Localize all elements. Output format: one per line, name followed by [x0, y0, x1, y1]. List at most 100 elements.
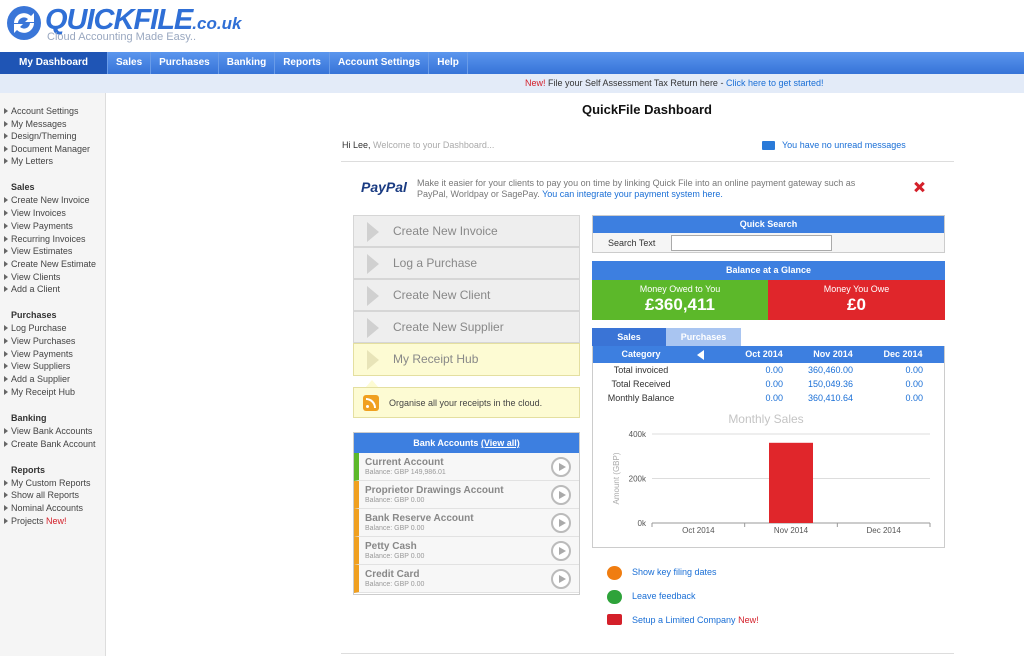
bullet: [4, 260, 8, 267]
sidebar-link[interactable]: View Estimates: [11, 246, 73, 257]
logo: QUICKFILE.co.uk: [45, 4, 241, 37]
sidebar-link[interactable]: My Messages: [11, 118, 67, 129]
receipt-tip-text: Organise all your receipts in the cloud.: [389, 398, 543, 408]
sidebar-link-row: View Payments: [11, 220, 73, 232]
sidebar-link-row: Projects New!: [11, 515, 67, 527]
prev-icon[interactable]: [697, 350, 704, 360]
bank-row[interactable]: Proprietor Drawings Account Balance: GBP …: [354, 481, 579, 509]
sidebar-link[interactable]: View Payments: [11, 220, 73, 231]
bank-view-all[interactable]: (View all): [480, 438, 520, 448]
balance-title: Balance at a Glance: [592, 261, 945, 280]
action-label: Create New Client: [393, 288, 491, 302]
sidebar-section-title: Sales: [11, 182, 35, 193]
bank-panel: Bank Accounts (View all) Current Account B…: [353, 432, 580, 595]
action-label: Log a Purchase: [393, 256, 478, 270]
owed-label: Money Owed to You: [639, 284, 721, 294]
quick-link-row: Setup a Limited Company New!: [632, 615, 759, 625]
table-value: 0.00: [905, 379, 923, 389]
nav-item[interactable]: Purchases: [151, 52, 219, 74]
sidebar-link-row: My Letters: [11, 155, 53, 167]
bank-row[interactable]: Current Account Balance: GBP 149,986.01: [354, 453, 579, 481]
search-input[interactable]: [671, 235, 832, 251]
owe-label: Money You Owe: [823, 284, 890, 294]
sidebar-link[interactable]: Recurring Invoices: [11, 233, 86, 244]
tab-purchases[interactable]: Purchases: [666, 328, 741, 346]
play-icon[interactable]: [551, 541, 571, 561]
nav-item[interactable]: Reports: [275, 52, 330, 74]
arrow-icon: [367, 286, 379, 306]
nav-item[interactable]: Help: [429, 52, 468, 74]
table-value: 0.00: [765, 393, 783, 403]
bullet: [4, 273, 8, 280]
table-header-cell: Oct 2014: [745, 349, 783, 359]
nav-item[interactable]: Account Settings: [330, 52, 430, 74]
bullet: [4, 388, 8, 395]
action-button[interactable]: Create New Invoice: [353, 215, 580, 247]
sidebar-link[interactable]: Show all Reports: [11, 490, 80, 501]
action-button[interactable]: Create New Supplier: [353, 311, 580, 343]
arrow-icon: [367, 318, 379, 338]
sidebar-link[interactable]: View Payments: [11, 348, 73, 359]
sidebar-link[interactable]: View Bank Accounts: [11, 425, 93, 436]
quick-link[interactable]: Leave feedback: [632, 591, 696, 601]
sidebar-link-row: Create New Estimate: [11, 258, 96, 270]
sidebar-link[interactable]: Add a Supplier: [11, 374, 71, 385]
table-header: [593, 346, 944, 363]
new-badge: New!: [738, 615, 759, 625]
sidebar-link[interactable]: Document Manager: [11, 143, 91, 154]
action-button[interactable]: Create New Client: [353, 279, 580, 311]
sidebar-link[interactable]: Create New Invoice: [11, 195, 90, 206]
quick-link[interactable]: Show key filing dates: [632, 567, 717, 577]
sidebar-link-row: My Receipt Hub: [11, 386, 75, 398]
play-icon[interactable]: [551, 485, 571, 505]
action-button[interactable]: My Receipt Hub: [353, 343, 580, 376]
bank-row[interactable]: Credit Card Balance: GBP 0.00: [354, 565, 579, 593]
greeting-name: Hi Lee,: [342, 140, 371, 150]
sidebar-link[interactable]: Nominal Accounts: [11, 502, 84, 513]
x-tick-label: Nov 2014: [774, 526, 809, 535]
bank-row[interactable]: Petty Cash Balance: GBP 0.00: [354, 537, 579, 565]
sidebar-link[interactable]: Create New Estimate: [11, 258, 97, 269]
sidebar-link[interactable]: Account Settings: [11, 106, 79, 116]
nav-tab-active[interactable]: My Dashboard: [0, 52, 108, 74]
rss-icon: [363, 395, 379, 411]
table-value: 0.00: [765, 379, 783, 389]
sidebar-link[interactable]: Projects: [11, 515, 44, 526]
bullet: [4, 363, 8, 370]
divider: [341, 161, 954, 162]
nav-item[interactable]: Banking: [219, 52, 276, 74]
notice-link[interactable]: Click here to get started!: [725, 78, 824, 88]
sidebar-link[interactable]: My Receipt Hub: [11, 386, 76, 397]
sidebar-link[interactable]: Design/Theming: [11, 131, 77, 142]
chart-title: Monthly Sales: [728, 412, 803, 426]
arrow-icon: [367, 350, 379, 370]
tab-sales[interactable]: Sales: [592, 328, 666, 346]
play-arrow: [559, 519, 566, 527]
sidebar-link[interactable]: Create Bank Account: [11, 438, 96, 449]
sidebar-link[interactable]: View Purchases: [11, 336, 76, 346]
table-header-cell: Dec 2014: [883, 349, 923, 359]
paypal-link[interactable]: You can integrate your payment system he…: [542, 189, 723, 199]
close-icon[interactable]: [912, 180, 926, 194]
bank-row[interactable]: Bank Reserve Account Balance: GBP 0.00: [354, 509, 579, 537]
sidebar-link[interactable]: My Custom Reports: [11, 477, 91, 488]
sidebar-link[interactable]: Add a Client: [11, 284, 61, 295]
monthly-sales-chart: Monthly Sales Amount (GBP) 0k 200k 400k Oct 2…: [612, 412, 931, 535]
paypal-logo: PayPal: [361, 179, 407, 195]
messages-link[interactable]: You have no unread messages: [782, 140, 906, 150]
sidebar-link[interactable]: View Clients: [11, 271, 61, 282]
quick-link[interactable]: Setup a Limited Company: [632, 615, 736, 625]
play-icon[interactable]: [551, 513, 571, 533]
bullet: [4, 120, 8, 127]
action-button[interactable]: Log a Purchase: [353, 247, 580, 279]
sidebar-link[interactable]: Log Purchase: [11, 323, 67, 334]
nav-item[interactable]: Sales: [108, 52, 152, 74]
sidebar-link[interactable]: My Letters: [11, 156, 54, 167]
play-icon[interactable]: [551, 457, 571, 477]
table-value: 0.00: [905, 365, 923, 375]
sidebar-link[interactable]: View Invoices: [11, 208, 66, 219]
owed-amount: £360,411: [645, 295, 715, 314]
sidebar-link[interactable]: View Suppliers: [11, 361, 71, 372]
play-icon[interactable]: [551, 569, 571, 589]
table-value: 150,049.36: [807, 379, 853, 389]
